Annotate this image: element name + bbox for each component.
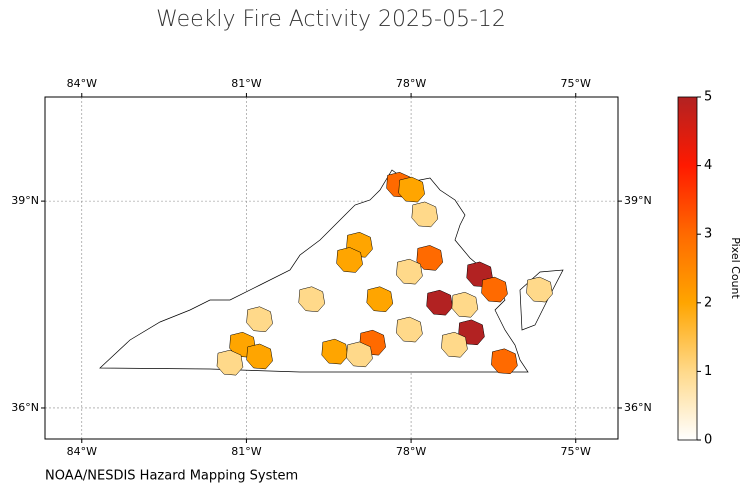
colorbar-tick-label: 1	[704, 364, 712, 379]
fire-area	[526, 276, 553, 303]
fire-area	[366, 286, 394, 312]
colorbar-tick-label: 5	[704, 90, 712, 105]
x-tick-label: 78°W	[396, 77, 426, 90]
x-tick-label: 84°W	[67, 445, 97, 458]
fire-area	[398, 176, 425, 203]
fire-area	[298, 286, 326, 312]
colorbar-tick-label: 3	[704, 227, 712, 242]
source: NOAA/NESDIS Hazard Mapping System	[45, 469, 298, 484]
fire-area	[336, 247, 363, 273]
fire-area	[491, 348, 518, 375]
fire-area	[396, 316, 423, 343]
fire-area	[451, 291, 479, 318]
x-tick-label: 75°W	[561, 77, 591, 90]
x-tick-label: 84°W	[67, 77, 97, 90]
x-tick-label: 81°W	[231, 445, 261, 458]
colorbar	[677, 96, 698, 441]
y-tick-label: 39°N	[11, 194, 39, 207]
fire-area	[346, 341, 373, 368]
map	[45, 97, 618, 439]
y-tick-label: 39°N	[624, 194, 652, 207]
title: Weekly Fire Activity 2025-05-12	[156, 7, 506, 32]
fire-area	[441, 331, 468, 358]
colorbar-tick-label: 2	[704, 295, 712, 310]
map-frame	[44, 96, 619, 440]
x-tick-label: 75°W	[561, 445, 591, 458]
colorbar-tick-label: 0	[704, 433, 712, 448]
colorbar-label: Pixel Count	[729, 237, 742, 299]
fire-area	[246, 306, 273, 332]
fire-area	[246, 343, 273, 370]
y-tick-label: 36°N	[624, 401, 652, 414]
fire-area	[321, 338, 349, 365]
y-tick-label: 36°N	[11, 401, 39, 414]
colorbar-tick-label: 4	[704, 158, 712, 173]
fire-area	[411, 201, 439, 228]
x-tick-label: 78°W	[396, 445, 426, 458]
fire-area	[216, 349, 244, 376]
fire-area	[426, 289, 453, 316]
fire-area	[416, 245, 444, 271]
fire-area	[396, 258, 423, 285]
fire-area	[481, 276, 508, 303]
x-tick-label: 81°W	[231, 77, 261, 90]
